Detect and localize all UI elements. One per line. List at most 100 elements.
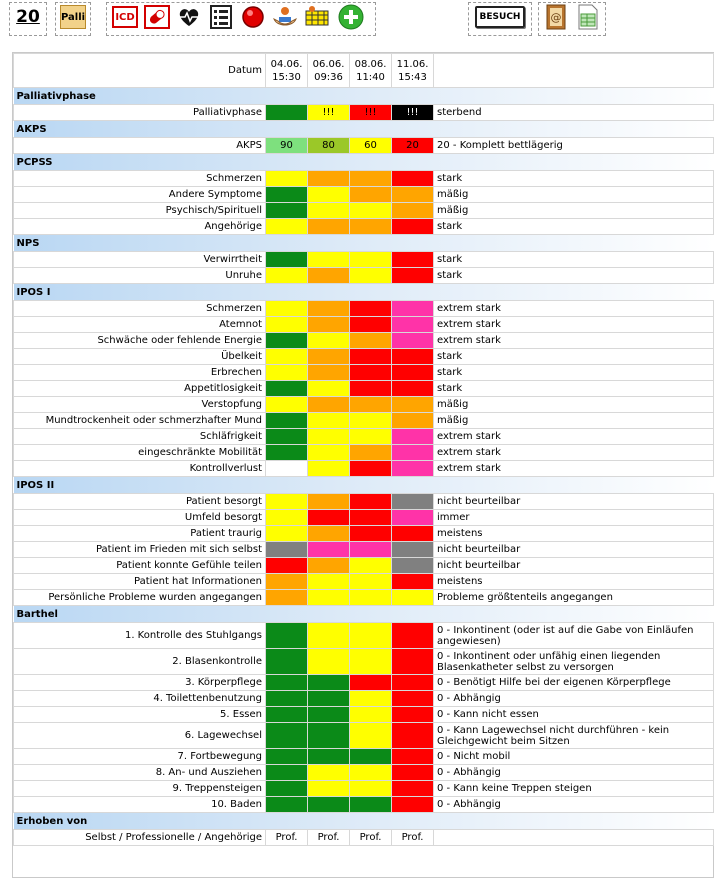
score-cell[interactable]	[265, 396, 308, 413]
score-cell[interactable]: Prof.	[265, 829, 308, 846]
score-cell[interactable]	[349, 218, 392, 235]
score-cell[interactable]	[391, 348, 434, 365]
score-cell[interactable]	[265, 690, 308, 707]
score-cell[interactable]	[391, 364, 434, 381]
score-cell[interactable]	[265, 428, 308, 445]
score-cell[interactable]: 60	[349, 137, 392, 154]
score-cell[interactable]	[307, 525, 350, 542]
score-cell[interactable]	[391, 780, 434, 797]
score-cell[interactable]: 20	[391, 137, 434, 154]
score-cell[interactable]	[265, 218, 308, 235]
score-cell[interactable]: 90	[265, 137, 308, 154]
score-cell[interactable]	[307, 428, 350, 445]
score-cell[interactable]: !!!	[307, 104, 350, 121]
score-cell[interactable]	[349, 300, 392, 317]
score-cell[interactable]	[265, 444, 308, 461]
medication-icon[interactable]	[143, 3, 171, 31]
date-column-2[interactable]: 06.06. 09:36	[307, 53, 350, 88]
score-cell[interactable]	[349, 493, 392, 510]
palli-button[interactable]: Palli	[59, 3, 87, 31]
score-cell[interactable]	[391, 444, 434, 461]
score-cell[interactable]	[391, 428, 434, 445]
score-cell[interactable]	[265, 316, 308, 333]
score-cell[interactable]	[265, 104, 308, 121]
score-cell[interactable]	[391, 316, 434, 333]
score-cell[interactable]	[307, 412, 350, 429]
score-cell[interactable]	[349, 412, 392, 429]
score-cell[interactable]	[391, 648, 434, 675]
score-cell[interactable]	[349, 460, 392, 477]
score-cell[interactable]	[349, 396, 392, 413]
score-cell[interactable]	[349, 648, 392, 675]
score-cell[interactable]	[265, 525, 308, 542]
score-cell[interactable]	[307, 796, 350, 813]
score-cell[interactable]	[349, 748, 392, 765]
score-cell[interactable]	[265, 557, 308, 574]
score-cell[interactable]	[391, 690, 434, 707]
score-cell[interactable]	[307, 316, 350, 333]
score-cell[interactable]	[307, 380, 350, 397]
score-cell[interactable]	[349, 690, 392, 707]
score-cell[interactable]	[307, 202, 350, 219]
score-cell[interactable]	[349, 722, 392, 749]
score-cell[interactable]	[307, 622, 350, 649]
score-cell[interactable]	[349, 186, 392, 203]
score-cell[interactable]	[307, 748, 350, 765]
score-cell[interactable]	[265, 364, 308, 381]
date-column-4[interactable]: 11.06. 15:43	[391, 53, 434, 88]
score-cell[interactable]	[265, 648, 308, 675]
score-cell[interactable]	[307, 218, 350, 235]
score-cell[interactable]	[265, 748, 308, 765]
bed-icon[interactable]	[303, 3, 331, 31]
score-cell[interactable]	[265, 780, 308, 797]
date-column-1[interactable]: 04.06. 15:30	[265, 53, 308, 88]
score-cell[interactable]	[391, 764, 434, 781]
score-cell[interactable]	[265, 541, 308, 558]
score-cell[interactable]	[349, 573, 392, 590]
score-cell[interactable]	[391, 748, 434, 765]
score-cell[interactable]	[307, 251, 350, 268]
score-cell[interactable]	[265, 674, 308, 691]
score-cell[interactable]	[307, 764, 350, 781]
score-cell[interactable]	[307, 348, 350, 365]
score-cell[interactable]	[349, 541, 392, 558]
score-cell[interactable]	[349, 525, 392, 542]
score-cell[interactable]	[391, 589, 434, 606]
score-cell[interactable]	[307, 780, 350, 797]
score-cell[interactable]	[307, 722, 350, 749]
score-cell[interactable]	[391, 493, 434, 510]
score-cell[interactable]	[349, 316, 392, 333]
icd-button[interactable]: ICD	[111, 3, 139, 31]
score-cell[interactable]	[349, 428, 392, 445]
score-cell[interactable]	[349, 622, 392, 649]
score-cell[interactable]	[349, 509, 392, 526]
score-cell[interactable]	[265, 348, 308, 365]
score-cell[interactable]	[391, 525, 434, 542]
score-cell[interactable]	[349, 251, 392, 268]
heart-rate-icon[interactable]	[175, 3, 203, 31]
score-cell[interactable]	[391, 541, 434, 558]
score-cell[interactable]	[349, 557, 392, 574]
score-cell[interactable]	[391, 218, 434, 235]
score-cell[interactable]	[391, 509, 434, 526]
score-cell[interactable]	[391, 622, 434, 649]
score-cell[interactable]	[265, 722, 308, 749]
score-cell[interactable]	[265, 460, 308, 477]
date-column-3[interactable]: 08.06. 11:40	[349, 53, 392, 88]
score-cell[interactable]	[391, 706, 434, 723]
score-cell[interactable]	[307, 396, 350, 413]
score-cell[interactable]	[307, 300, 350, 317]
score-cell[interactable]	[265, 186, 308, 203]
score-cell[interactable]	[265, 170, 308, 187]
score-cell[interactable]: !!!	[349, 104, 392, 121]
score-cell[interactable]	[349, 267, 392, 284]
score-cell[interactable]	[265, 509, 308, 526]
score-cell[interactable]	[349, 706, 392, 723]
score-cell[interactable]	[307, 493, 350, 510]
address-book-icon[interactable]: @	[542, 3, 570, 31]
score-cell[interactable]	[349, 348, 392, 365]
score-cell[interactable]	[307, 267, 350, 284]
score-cell[interactable]	[265, 202, 308, 219]
score-cell[interactable]	[349, 332, 392, 349]
score-cell[interactable]	[265, 573, 308, 590]
